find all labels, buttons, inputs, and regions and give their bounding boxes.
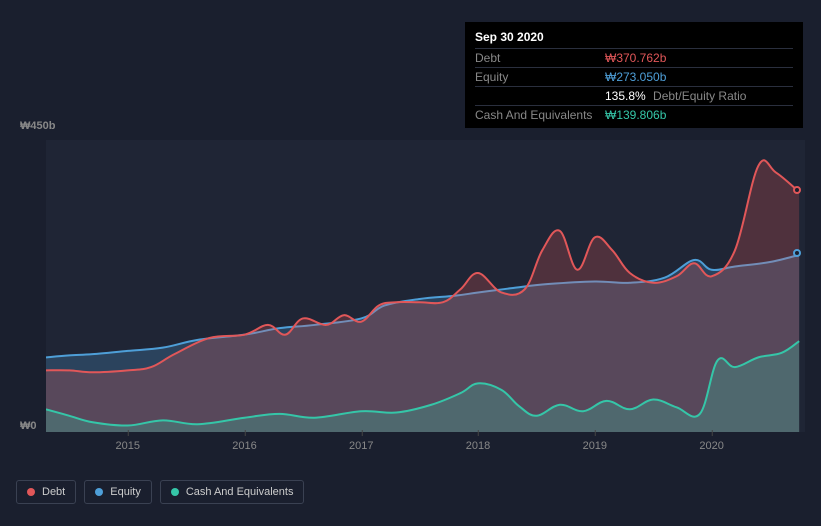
tooltip-row-label: [475, 89, 605, 103]
x-tick: 2020: [699, 440, 723, 452]
legend-dot-icon: [171, 488, 179, 496]
tooltip-row-label: Debt: [475, 51, 605, 65]
legend-item-equity[interactable]: Equity: [84, 480, 152, 504]
legend-item-debt[interactable]: Debt: [16, 480, 76, 504]
legend-label: Debt: [42, 486, 65, 498]
chart-legend: Debt Equity Cash And Equivalents: [16, 480, 304, 504]
x-tick: 2015: [115, 440, 139, 452]
legend-dot-icon: [95, 488, 103, 496]
x-tick: 2017: [349, 440, 373, 452]
tooltip-row: Equity₩273.050b: [475, 67, 793, 86]
chart-plot: [46, 140, 805, 432]
tooltip-row-value: ₩273.050b: [605, 70, 666, 84]
tooltip-date: Sep 30 2020: [475, 28, 793, 48]
x-tick: 2019: [583, 440, 607, 452]
tooltip-row-label: Cash And Equivalents: [475, 108, 605, 122]
equity-end-marker: [793, 249, 801, 257]
y-axis-max-label: ₩450b: [20, 120, 55, 132]
x-tick: 2016: [232, 440, 256, 452]
tooltip-row-label: Equity: [475, 70, 605, 84]
tooltip-row: Debt₩370.762b: [475, 48, 793, 67]
tooltip-row: 135.8% Debt/Equity Ratio: [475, 86, 793, 105]
legend-label: Cash And Equivalents: [186, 486, 294, 498]
financial-chart: ₩450b ₩0: [16, 120, 805, 440]
tooltip-row: Cash And Equivalents₩139.806b: [475, 105, 793, 124]
tooltip-ratio: 135.8% Debt/Equity Ratio: [605, 89, 746, 103]
data-tooltip: Sep 30 2020 Debt₩370.762bEquity₩273.050b…: [465, 22, 803, 128]
legend-label: Equity: [110, 486, 141, 498]
legend-item-cash-and-equivalents[interactable]: Cash And Equivalents: [160, 480, 305, 504]
x-axis: 2015 2016 2017 2018 2019 2020: [46, 440, 805, 460]
tooltip-row-value: ₩139.806b: [605, 108, 666, 122]
x-tick: 2018: [466, 440, 490, 452]
tooltip-row-value: ₩370.762b: [605, 51, 666, 65]
legend-dot-icon: [27, 488, 35, 496]
y-axis-min-label: ₩0: [20, 420, 37, 432]
